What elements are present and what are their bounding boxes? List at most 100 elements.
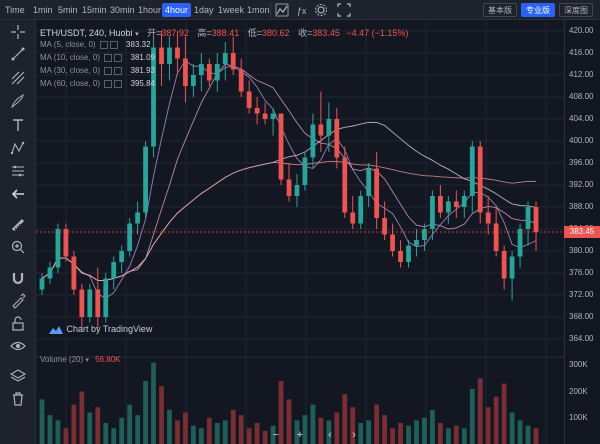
price-tick-label: 420.00 bbox=[569, 26, 594, 35]
volume-bar bbox=[437, 423, 443, 444]
volume-bar bbox=[310, 404, 316, 444]
interval-1hour[interactable]: 1hour bbox=[138, 5, 162, 15]
volume-bar bbox=[143, 381, 148, 444]
ma-line bbox=[41, 60, 537, 299]
ohlc-legend: ETH/USDT, 240, Huobi ▾ 开=387.92 高=388.41… bbox=[40, 26, 408, 39]
volume-bar bbox=[119, 417, 125, 444]
volume-legend[interactable]: Volume (20) ▾ 56.80K bbox=[40, 355, 120, 364]
text-tool-icon[interactable] bbox=[10, 117, 26, 133]
volume-bar bbox=[103, 423, 109, 444]
candle-body bbox=[151, 47, 156, 147]
ruler-icon[interactable] bbox=[10, 217, 26, 233]
candle-body bbox=[501, 251, 507, 279]
price-axis[interactable]: 420.00 416.00 412.00 408.00 404.00 400.00 396.… bbox=[564, 20, 600, 444]
price-tick-label: 368.00 bbox=[569, 312, 594, 321]
price-tick-label: 364.00 bbox=[569, 334, 594, 343]
back-arrow-icon[interactable] bbox=[10, 186, 26, 202]
candle-body bbox=[39, 278, 45, 290]
eye-icon[interactable] bbox=[10, 338, 26, 354]
ma-legend-10[interactable]: MA (10, close, 0) 381.09 bbox=[40, 53, 157, 62]
volume-bar bbox=[47, 415, 53, 444]
zoom-in-button[interactable]: + bbox=[296, 429, 304, 441]
layers-icon[interactable] bbox=[10, 368, 26, 384]
compare-icon[interactable]: ƒx bbox=[295, 3, 309, 17]
ma-settings-icon[interactable] bbox=[114, 53, 123, 62]
crosshair-icon[interactable] bbox=[10, 24, 26, 40]
candle-body bbox=[366, 168, 372, 196]
lock-icon[interactable] bbox=[10, 316, 26, 332]
candle-body bbox=[230, 53, 236, 70]
candle-body bbox=[334, 119, 340, 158]
zoom-in-icon[interactable] bbox=[10, 239, 26, 255]
interval-1week[interactable]: 1week bbox=[218, 5, 245, 15]
volume-bar bbox=[230, 409, 236, 444]
zoom-out-button[interactable]: − bbox=[272, 429, 280, 441]
interval-15min[interactable]: 15min bbox=[82, 5, 107, 15]
magnet-icon[interactable] bbox=[10, 270, 26, 286]
volume-bar bbox=[222, 420, 228, 444]
brush-icon[interactable] bbox=[10, 93, 26, 109]
ma-visibility-icon[interactable] bbox=[99, 40, 108, 49]
interval-1min[interactable]: 1min bbox=[33, 5, 53, 15]
interval-5min[interactable]: 5min bbox=[58, 5, 78, 15]
scroll-right-button[interactable]: › bbox=[352, 429, 356, 441]
volume-bar bbox=[469, 388, 475, 444]
ma-legend-60[interactable]: MA (60, close, 0) 395.84 bbox=[40, 79, 157, 88]
volume-bar bbox=[262, 430, 268, 444]
candle-body bbox=[445, 201, 451, 213]
mode-depth-button[interactable]: 深度图 bbox=[559, 3, 593, 17]
price-chart[interactable] bbox=[36, 20, 564, 444]
candle-body bbox=[262, 113, 268, 119]
ma-settings-icon[interactable] bbox=[114, 79, 123, 88]
tradingview-watermark[interactable]: Chart by TradingView bbox=[48, 324, 152, 335]
ma-visibility-icon[interactable] bbox=[104, 53, 113, 62]
interval-1day[interactable]: 1day bbox=[194, 5, 214, 15]
symbol-dropdown-icon[interactable]: ▾ bbox=[135, 31, 139, 38]
settings-gear-icon[interactable] bbox=[314, 3, 328, 17]
scroll-left-button[interactable]: ‹ bbox=[328, 429, 332, 441]
volume-bar bbox=[127, 404, 133, 444]
mode-basic-button[interactable]: 基本版 bbox=[483, 3, 517, 17]
volume-bar bbox=[63, 428, 69, 444]
candle-body bbox=[47, 267, 53, 279]
candle-body bbox=[286, 179, 292, 196]
ma-legend-30[interactable]: MA (30, close, 0) 381.93 bbox=[40, 66, 157, 75]
volume-bar bbox=[493, 396, 499, 444]
candle-body bbox=[310, 124, 316, 158]
high-label: 高= bbox=[197, 28, 212, 38]
price-tick-label: 412.00 bbox=[569, 70, 594, 79]
ma-settings-icon[interactable] bbox=[114, 66, 123, 75]
ma-legend-5[interactable]: MA (5, close, 0) 383.32 bbox=[40, 40, 153, 49]
volume-dropdown-icon[interactable]: ▾ bbox=[85, 357, 89, 364]
candle-body bbox=[198, 64, 204, 75]
interval-30min[interactable]: 30min bbox=[110, 5, 135, 15]
indicators-icon[interactable] bbox=[275, 3, 289, 17]
interval-1mon[interactable]: 1mon bbox=[247, 5, 270, 15]
ma-visibility-icon[interactable] bbox=[104, 66, 113, 75]
open-label: 开= bbox=[147, 28, 162, 38]
candle-body bbox=[525, 207, 531, 229]
candle-body bbox=[278, 113, 284, 180]
symbol-label[interactable]: ETH/USDT, 240, Huobi bbox=[40, 28, 133, 38]
volume-bar bbox=[390, 428, 395, 444]
volume-bar bbox=[334, 412, 340, 444]
volume-bar bbox=[318, 417, 324, 444]
volume-bar bbox=[358, 423, 364, 444]
candle-body bbox=[246, 91, 252, 108]
mode-pro-button[interactable]: 专业版 bbox=[521, 3, 555, 17]
measure-icon[interactable] bbox=[10, 163, 26, 179]
ma-settings-icon[interactable] bbox=[109, 40, 118, 49]
interval-4hour[interactable]: 4hour bbox=[162, 3, 192, 17]
pitchfork-icon[interactable] bbox=[10, 70, 26, 86]
stay-in-drawing-icon[interactable] bbox=[10, 293, 26, 309]
trash-icon[interactable] bbox=[10, 391, 26, 407]
volume-bar bbox=[71, 404, 77, 444]
fullscreen-icon[interactable] bbox=[337, 3, 351, 17]
candle-body bbox=[119, 251, 125, 262]
low-label: 低= bbox=[247, 28, 262, 38]
ma-visibility-icon[interactable] bbox=[104, 79, 113, 88]
trend-line-icon[interactable] bbox=[10, 46, 26, 62]
pattern-icon[interactable] bbox=[10, 140, 26, 156]
ma-value: 381.93 bbox=[130, 66, 155, 75]
open-value: 387.92 bbox=[161, 28, 189, 38]
